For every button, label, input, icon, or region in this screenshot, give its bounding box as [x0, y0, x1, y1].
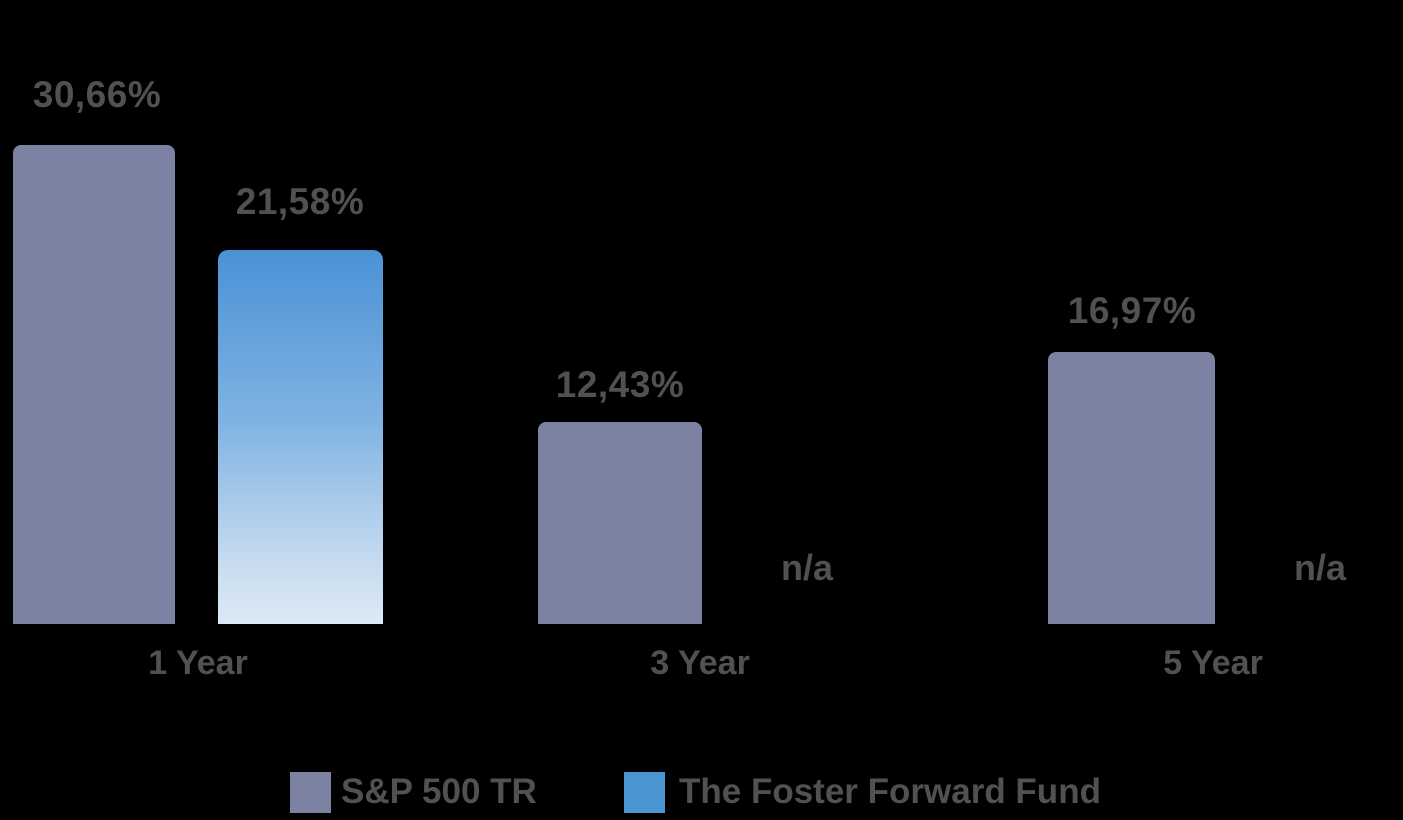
x-axis-label-5year: 5 Year — [1163, 644, 1263, 682]
na-label-fund-5y: n/a — [1293, 547, 1346, 588]
value-label-sp500-3y: 12,43% — [555, 364, 685, 405]
bar-sp500-5y — [1048, 352, 1215, 624]
value-label-fund-1y: 21,58% — [235, 181, 365, 222]
legend-swatch-sp500 — [290, 772, 331, 813]
bar-sp500-1y — [13, 145, 175, 624]
legend-label-fund: The Foster Forward Fund — [679, 772, 1101, 811]
legend-label-sp500: S&P 500 TR — [341, 772, 537, 811]
x-axis-label-1year: 1 Year — [148, 644, 248, 682]
bar-fund-1y — [218, 250, 383, 624]
legend-swatch-fund — [624, 772, 665, 813]
bar-sp500-3y — [538, 422, 702, 624]
value-label-sp500-5y: 16,97% — [1067, 290, 1197, 331]
x-axis-label-3year: 3 Year — [650, 644, 750, 682]
na-label-fund-3y: n/a — [780, 547, 833, 588]
value-label-sp500-1y: 30,66% — [32, 74, 162, 115]
chart-legend: S&P 500 TR The Foster Forward Fund — [0, 768, 1403, 816]
